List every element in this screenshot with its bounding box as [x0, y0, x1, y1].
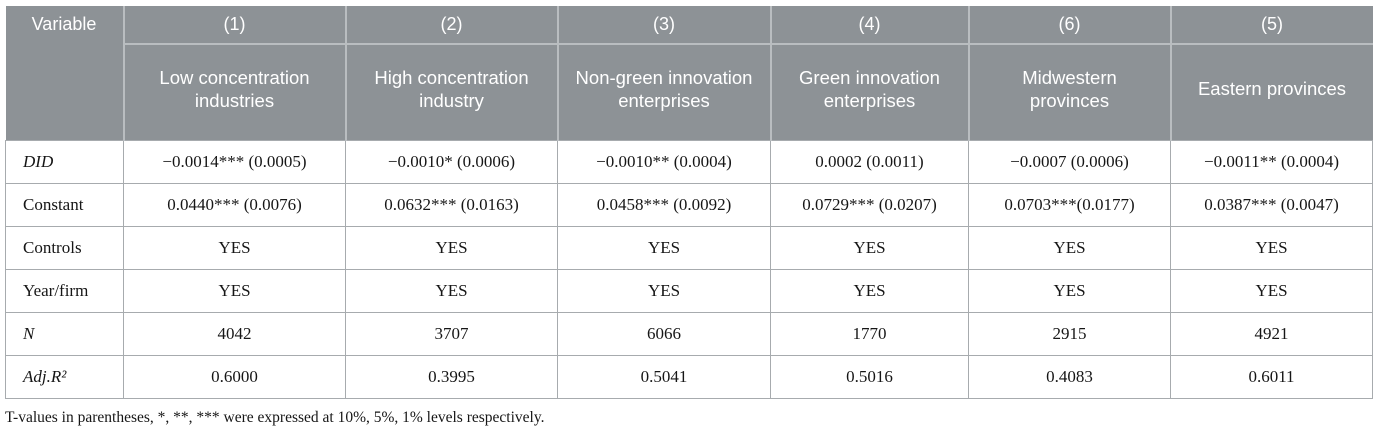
table-cell: YES — [123, 225, 346, 270]
table-cell: YES — [557, 268, 771, 313]
table-row-n: N 4042 3707 6066 1770 2915 4921 — [5, 311, 1373, 356]
table-cell: 4921 — [1170, 311, 1373, 356]
table-cell: 6066 — [557, 311, 771, 356]
table-cell: −0.0007 (0.0006) — [968, 139, 1171, 184]
table-cell: −0.0011** (0.0004) — [1170, 139, 1373, 184]
regression-results-table: Variable (1) (2) (3) (4) (6) (5) Low con… — [5, 6, 1373, 399]
table-row-constant: Constant 0.0440*** (0.0076) 0.0632*** (0… — [5, 182, 1373, 227]
table-header: Variable (1) (2) (3) (4) (6) (5) Low con… — [5, 6, 1373, 140]
header-number-row: Variable (1) (2) (3) (4) (6) (5) — [5, 6, 1373, 140]
col-4-number: (4) — [769, 6, 969, 45]
table-footnote: T-values in parentheses, *, **, *** were… — [5, 408, 545, 426]
col-4-label: Green innovation enterprises — [769, 44, 969, 140]
col-1-label: Low concentration industries — [122, 44, 346, 140]
row-label-controls: Controls — [5, 225, 124, 270]
table-cell: 0.5041 — [557, 354, 771, 399]
table-cell: 0.0458*** (0.0092) — [557, 182, 771, 227]
table-cell: YES — [968, 225, 1171, 270]
col-6-number: (5) — [1169, 6, 1373, 45]
table-cell: YES — [557, 225, 771, 270]
row-label-year-firm: Year/firm — [5, 268, 124, 313]
table-cell: 0.0002 (0.0011) — [770, 139, 969, 184]
col-5-number: (6) — [967, 6, 1171, 45]
table-row-adj-r2: Adj.R² 0.6000 0.3995 0.5041 0.5016 0.408… — [5, 354, 1373, 399]
header-label-row: Low concentration industries High concen… — [6, 44, 1373, 140]
table-cell: 0.0632*** (0.0163) — [345, 182, 558, 227]
table-cell: −0.0010* (0.0006) — [345, 139, 558, 184]
table-cell: YES — [968, 268, 1171, 313]
col-2-label: High concentration industry — [344, 44, 558, 140]
table-cell: 0.3995 — [345, 354, 558, 399]
row-label-n: N — [5, 311, 124, 356]
table-cell: YES — [1170, 268, 1373, 313]
table-cell: YES — [1170, 225, 1373, 270]
col-5-label: Midwestern provinces — [967, 44, 1171, 140]
table-cell: YES — [345, 268, 558, 313]
table-cell: −0.0010** (0.0004) — [557, 139, 771, 184]
col-6-label: Eastern provinces — [1169, 44, 1373, 140]
row-label-did: DID — [5, 139, 124, 184]
table-cell: 0.4083 — [968, 354, 1171, 399]
table-cell: 0.0703***(0.0177) — [968, 182, 1171, 227]
table-row-controls: Controls YES YES YES YES YES YES — [5, 225, 1373, 270]
table-cell: −0.0014*** (0.0005) — [123, 139, 346, 184]
col-header-variable: Variable — [5, 6, 124, 140]
table-cell: 4042 — [123, 311, 346, 356]
table-cell: 0.6011 — [1170, 354, 1373, 399]
table-row-year-firm: Year/firm YES YES YES YES YES YES — [5, 268, 1373, 313]
row-label-constant: Constant — [5, 182, 124, 227]
table-row-did: DID −0.0014*** (0.0005) −0.0010* (0.0006… — [5, 139, 1373, 184]
table-cell: 0.0729*** (0.0207) — [770, 182, 969, 227]
col-2-number: (2) — [344, 6, 558, 45]
table-cell: 2915 — [968, 311, 1171, 356]
table-cell: YES — [123, 268, 346, 313]
table-cell: 1770 — [770, 311, 969, 356]
col-1-number: (1) — [122, 6, 346, 45]
col-3-label: Non-green innovation enterprises — [556, 44, 771, 140]
table-cell: YES — [770, 225, 969, 270]
row-label-adj-r2: Adj.R² — [5, 354, 124, 399]
table-cell: 0.0440*** (0.0076) — [123, 182, 346, 227]
col-3-number: (3) — [556, 6, 771, 45]
table-cell: YES — [345, 225, 558, 270]
table-cell: 0.5016 — [770, 354, 969, 399]
table-body: DID −0.0014*** (0.0005) −0.0010* (0.0006… — [5, 139, 1373, 399]
table-cell: 0.6000 — [123, 354, 346, 399]
table-cell: 0.0387*** (0.0047) — [1170, 182, 1373, 227]
table-cell: 3707 — [345, 311, 558, 356]
table-cell: YES — [770, 268, 969, 313]
